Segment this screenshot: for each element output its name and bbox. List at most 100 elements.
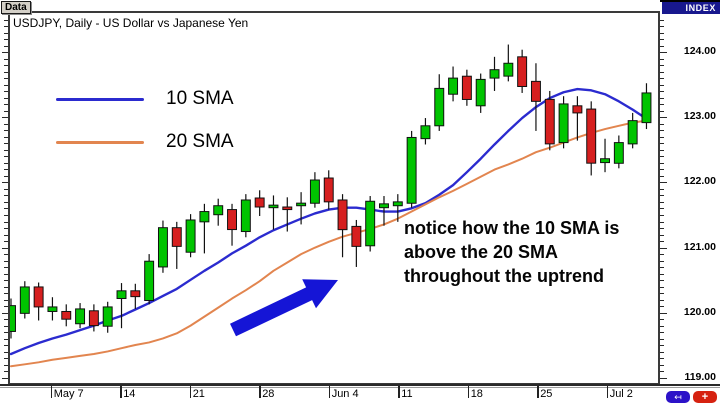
y-axis-tick	[4, 123, 8, 125]
candle-up	[240, 199, 251, 233]
candle-up	[157, 227, 168, 268]
y-axis-tick	[660, 104, 664, 106]
candle-up	[448, 77, 459, 95]
y-axis-tick	[660, 84, 664, 86]
y-axis-tick	[4, 351, 8, 353]
y-axis-tick	[660, 377, 667, 379]
candle-up	[641, 92, 652, 124]
candle-up	[19, 286, 30, 314]
candle-up	[199, 211, 210, 223]
y-axis-tick	[660, 195, 664, 197]
y-axis-tick	[4, 78, 8, 80]
candle-down	[461, 75, 472, 100]
x-axis-tick	[606, 386, 609, 398]
y-axis-tick	[660, 169, 664, 171]
y-axis-tick	[4, 371, 8, 373]
x-axis-label: Jun 4	[331, 388, 359, 400]
y-axis-ticks-right	[660, 0, 667, 385]
y-axis-tick	[660, 130, 664, 132]
y-axis-tick	[4, 195, 8, 197]
price-chart-plot[interactable]	[8, 11, 660, 385]
y-axis-tick	[4, 338, 8, 340]
y-axis-tick	[660, 358, 664, 360]
candle-up	[489, 69, 500, 79]
legend-item-20sma: 20 SMA	[56, 131, 234, 153]
y-axis-tick	[2, 52, 8, 53]
candle-up	[406, 136, 417, 204]
y-axis-tick	[4, 280, 8, 282]
candle-down	[282, 206, 293, 211]
y-axis-tick	[4, 208, 8, 210]
x-axis-tick	[120, 386, 122, 398]
y-axis-tick	[660, 273, 664, 275]
candle-down	[227, 209, 237, 231]
candlestick-chart[interactable]	[10, 13, 658, 383]
annotation-line: throughout the uptrend	[404, 266, 604, 286]
uptrend-arrow-icon	[230, 279, 338, 337]
candle-up	[309, 179, 320, 204]
annotation-line: notice how the 10 SMA is	[404, 218, 620, 238]
x-axis-tick	[398, 386, 400, 398]
y-axis-tick	[660, 149, 664, 151]
sma-20-line	[10, 119, 648, 368]
y-axis-tick	[660, 19, 664, 21]
y-axis-tick	[4, 345, 8, 347]
candle-up	[268, 204, 279, 209]
y-axis-tick	[4, 39, 8, 40]
y-axis-tick	[4, 143, 8, 145]
x-axis-label: May 7	[53, 388, 84, 400]
y-axis-tick	[660, 247, 667, 249]
y-axis-tick	[4, 201, 8, 203]
y-axis-label: 121.00	[683, 240, 716, 253]
y-axis-tick	[4, 45, 8, 47]
x-axis-tick	[537, 386, 539, 398]
x-axis-label: 14	[123, 388, 136, 400]
y-axis-tick	[4, 91, 8, 93]
y-axis-tick	[4, 71, 8, 73]
y-axis-tick	[2, 312, 8, 314]
candle-up	[75, 308, 86, 325]
y-axis-tick	[4, 221, 8, 223]
y-axis-tick	[660, 175, 664, 177]
y-axis-tick	[660, 299, 664, 301]
y-axis-tick	[4, 332, 8, 334]
candle-down	[530, 80, 541, 102]
y-axis-tick	[660, 234, 664, 236]
y-axis-tick	[660, 338, 664, 340]
data-window-tab[interactable]: Data	[1, 1, 31, 14]
y-axis-tick	[660, 241, 664, 242]
candle-up	[365, 200, 376, 247]
y-axis-tick	[660, 71, 664, 73]
y-axis-tick	[660, 208, 664, 210]
candle-up	[185, 219, 196, 253]
chart-scroll-button[interactable]: ↤	[666, 391, 690, 403]
y-axis-tick	[4, 149, 8, 151]
y-axis-tick	[660, 286, 664, 288]
x-axis-tick	[189, 386, 192, 398]
candle-up	[420, 125, 431, 140]
y-axis-tick	[4, 306, 8, 308]
y-axis-tick	[660, 345, 664, 347]
y-axis-tick	[660, 32, 664, 34]
chart-title: USDJPY, Daily - US Dollar vs Japanese Ye…	[13, 16, 249, 30]
y-axis-tick	[660, 214, 664, 216]
y-axis-tick	[660, 267, 664, 269]
y-axis-label: 123.00	[683, 110, 716, 123]
y-axis-tick	[660, 123, 664, 125]
legend-label-10sma: 10 SMA	[166, 88, 234, 109]
y-axis-tick	[4, 358, 8, 360]
candle-up	[296, 202, 307, 207]
x-axis-label: 18	[470, 388, 483, 400]
y-axis-tick	[660, 188, 664, 190]
y-axis-tick	[660, 65, 664, 67]
index-header-divider	[660, 0, 720, 2]
y-axis-tick	[660, 39, 664, 40]
y-axis-tick	[4, 325, 8, 327]
chart-zoom-button[interactable]: +	[693, 391, 717, 403]
y-axis-label: 124.00	[683, 45, 716, 57]
y-axis-tick	[4, 136, 8, 138]
y-axis-tick	[2, 117, 8, 119]
candle-up	[475, 78, 486, 107]
candle-up	[600, 158, 610, 164]
y-axis-tick	[4, 58, 8, 60]
